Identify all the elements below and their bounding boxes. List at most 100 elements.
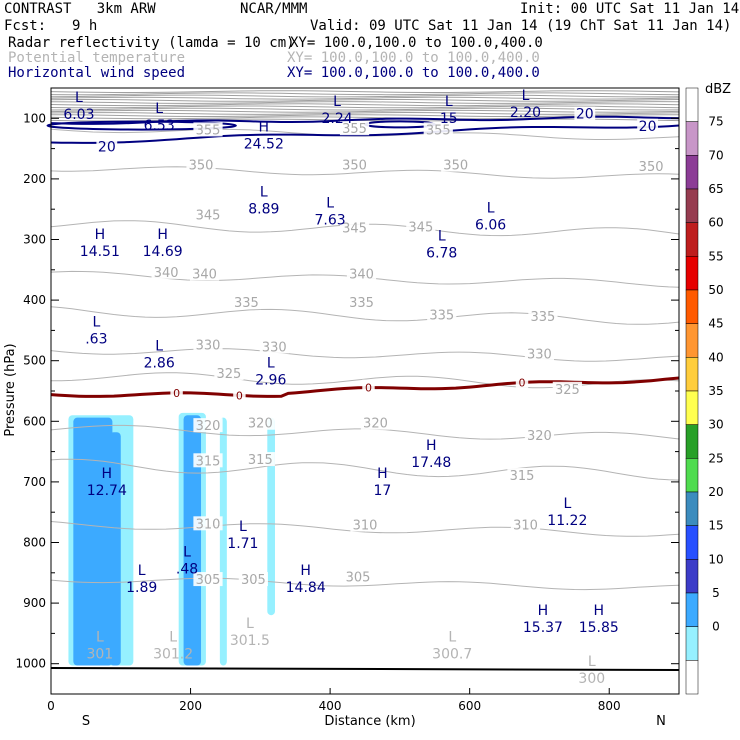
theta-label-3-bg xyxy=(186,157,216,172)
theta-extremum-2-value: 301.5 xyxy=(230,633,270,649)
theta-contour-9 xyxy=(50,521,680,537)
wind-extremum-5-value: 24.52 xyxy=(244,136,284,152)
theta-label-9: 345 xyxy=(408,220,433,235)
axes: 0 200 400 600 800100200300400500600700800900… xyxy=(15,111,679,713)
theta-label-13: 335 xyxy=(234,296,259,311)
y-tick-label-7: 800 xyxy=(23,536,46,550)
theta-label-24-bg xyxy=(360,415,391,430)
theta-label-2-bg xyxy=(423,122,453,137)
wind-extremum-6-value: 8.89 xyxy=(248,202,279,218)
wind-extremum-15-kind: H xyxy=(426,438,437,454)
theta-contour-strat-2 xyxy=(50,94,680,98)
theta-contour-strat-9 xyxy=(50,109,680,113)
theta-contour-5 xyxy=(50,348,680,362)
theta-contour-strat-3 xyxy=(50,96,680,100)
theta-label-21: 325 xyxy=(555,383,580,398)
wind-extremum-16-kind: H xyxy=(102,466,113,482)
theta-label-31-bg xyxy=(510,517,541,532)
y-tick-label-4: 500 xyxy=(23,354,46,368)
colorbar-level-0: 0 xyxy=(712,620,720,634)
theta-label-16: 335 xyxy=(531,310,556,325)
theta-label-4: 350 xyxy=(342,159,367,174)
x-end-label-south: S xyxy=(82,714,90,729)
theta-label-13-bg xyxy=(231,295,261,310)
colorbar-swatch-12 xyxy=(685,491,699,526)
field-theta-xy: XY= 100.0,100.0 to 100.0,400.0 xyxy=(287,50,540,66)
wind-contour-label-0: 20 xyxy=(98,139,116,155)
theta-contour-strat-5 xyxy=(50,101,680,104)
theta-label-18-bg xyxy=(259,339,289,354)
theta-label-21-bg xyxy=(552,381,582,396)
colorbar-level-30: 30 xyxy=(708,418,723,432)
wind-extremum-20-value: .48 xyxy=(176,562,198,578)
wind-extremum-13-value: 2.86 xyxy=(144,356,175,372)
wind-extremum-2-value: 2.24 xyxy=(322,111,353,127)
theta-label-25-bg xyxy=(524,427,555,442)
colorbar-swatch-0 xyxy=(685,87,699,122)
colorbar-swatch-5 xyxy=(685,256,699,291)
surface-line xyxy=(50,667,680,671)
wind-contour-label-2-bg xyxy=(637,118,658,133)
y-tick-label-6: 700 xyxy=(23,475,46,489)
field-theta-name: Potential temperature xyxy=(8,50,186,66)
theta-label-17-bg xyxy=(193,337,223,352)
theta-label-19-bg xyxy=(524,346,555,361)
reflectivity-cell-2 xyxy=(109,432,121,666)
theta-label-22: 320 xyxy=(196,419,221,434)
theta-label-12-bg xyxy=(346,266,377,281)
forecast-hour: 9 h xyxy=(72,18,98,34)
field-wind-name: Horizontal wind speed xyxy=(8,65,186,81)
reflectivity-cell-6 xyxy=(267,417,275,616)
theta-label-23-bg xyxy=(245,415,275,430)
theta-label-8-bg xyxy=(339,220,370,235)
theta-extremum-3-value: 300.7 xyxy=(432,647,472,663)
colorbar-level-15: 15 xyxy=(708,519,723,533)
wind-extremum-22-value: 14.84 xyxy=(286,580,326,596)
colorbar-swatch-13 xyxy=(685,525,699,560)
field-reflectivity-name: Radar reflectivity (lamda = 10 cm) xyxy=(8,35,295,51)
valid-time: Valid: 09 UTC Sat 11 Jan 14 (19 ChT Sat … xyxy=(310,18,732,34)
y-axis-label: Pressure (hPa) xyxy=(3,343,18,436)
wind-extremum-3-kind: L xyxy=(445,94,453,110)
wind-extremum-14-kind: L xyxy=(267,356,275,372)
colorbar-swatch-14 xyxy=(685,559,699,594)
freezing-label-3-bg xyxy=(515,374,529,389)
colorbar-level-60: 60 xyxy=(708,216,723,230)
wind-extremum-11-value: 6.78 xyxy=(426,245,457,261)
wind-extremum-22-kind: H xyxy=(300,563,311,579)
theta-label-15-bg xyxy=(427,307,457,322)
theta-contour-strat-10 xyxy=(50,111,680,115)
freezing-label-1-bg xyxy=(233,387,246,402)
wind-extremum-11-kind: L xyxy=(438,228,446,244)
wind-extremum-24-value: 15.85 xyxy=(579,620,619,636)
theta-label-4-bg xyxy=(339,157,370,172)
init-time: Init: 00 UTC Sat 11 Jan 14 xyxy=(520,1,740,17)
wind-extremum-17-kind: H xyxy=(377,466,388,482)
wind-extremum-23-kind: H xyxy=(538,603,549,619)
reflectivity-cell-5 xyxy=(219,417,227,666)
y-tick-label-2: 300 xyxy=(23,233,46,247)
theta-label-29-bg xyxy=(193,516,223,531)
y-tick-label-3: 400 xyxy=(23,293,46,307)
wind-extremum-7-value: 7.63 xyxy=(315,213,346,229)
reflectivity-cell-4 xyxy=(183,415,202,666)
theta-extremum-4-kind: L xyxy=(588,654,596,670)
theta-label-17: 330 xyxy=(196,339,221,354)
theta-contour-strat-1 xyxy=(50,92,680,96)
x-tick-label-1: 200 xyxy=(179,699,202,713)
wind-extremum-5-kind: H xyxy=(259,119,270,135)
x-tick-label-3: 600 xyxy=(458,699,481,713)
colorbar-level-5: 5 xyxy=(712,586,720,600)
x-axis-label: Distance (km) xyxy=(324,714,415,729)
x-tick-label-2: 400 xyxy=(319,699,342,713)
theta-label-28: 315 xyxy=(510,469,535,484)
theta-label-14-bg xyxy=(346,295,377,310)
theta-label-27-bg xyxy=(245,452,275,467)
freezing-label-2-bg xyxy=(362,379,375,394)
theta-label-10-bg xyxy=(151,264,181,279)
wind-extremum-16-value: 12.74 xyxy=(87,483,127,499)
theta-label-26-bg xyxy=(193,453,223,468)
wind-extremum-0-value: 6.03 xyxy=(63,107,94,123)
x-end-label-north: N xyxy=(656,714,666,729)
y-tick-label-1: 200 xyxy=(23,172,46,186)
